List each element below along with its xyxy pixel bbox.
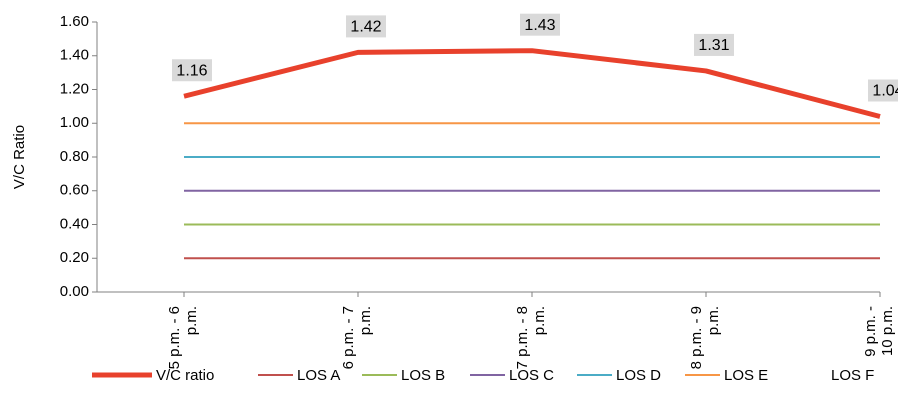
legend-label: LOS F <box>831 367 874 384</box>
y-tick-label: 1.60 <box>60 13 89 30</box>
x-tick-label-text: 6 p.m. - 7 p.m. <box>340 306 374 370</box>
legend-label: V/C ratio <box>156 367 214 384</box>
data-label: 1.43 <box>524 17 555 34</box>
x-tick-label: 7 p.m. - 8 p.m. <box>514 306 548 370</box>
y-tick-label: 1.20 <box>60 80 89 97</box>
legend-label: LOS A <box>297 367 340 384</box>
y-tick-label: 0.20 <box>60 249 89 266</box>
x-tick-label: 5 p.m. - 6 p.m. <box>166 306 200 370</box>
y-axis-label: V/C Ratio <box>11 125 28 189</box>
legend-label: LOS E <box>724 367 768 384</box>
data-label: 1.04 <box>872 83 898 100</box>
series-line <box>183 48 881 119</box>
legend-label: LOS C <box>509 367 554 384</box>
legend-label: LOS D <box>616 367 661 384</box>
y-tick-label: 1.00 <box>60 114 89 131</box>
data-label: 1.31 <box>698 37 729 54</box>
y-tick-label: 0.80 <box>60 148 89 165</box>
legend-label: LOS B <box>401 367 445 384</box>
data-label-box <box>172 59 212 82</box>
data-label-box <box>694 33 734 56</box>
x-tick-label: 9 p.m. - 10 p.m. <box>862 306 896 357</box>
data-label: 1.16 <box>176 62 207 79</box>
x-tick-label-text: 7 p.m. - 8 p.m. <box>514 306 548 370</box>
y-tick-label: 0.00 <box>60 283 89 300</box>
y-tick-label: 0.60 <box>60 182 89 199</box>
x-tick-label: 8 p.m. - 9 p.m. <box>688 306 722 370</box>
data-label-box <box>868 79 898 102</box>
x-tick-label-text: 9 p.m. - 10 p.m. <box>862 306 896 357</box>
y-tick-label: 1.40 <box>60 47 89 64</box>
x-tick-label-text: 8 p.m. - 9 p.m. <box>688 306 722 370</box>
data-label-box <box>520 13 560 36</box>
x-tick-label: 6 p.m. - 7 p.m. <box>340 306 374 370</box>
x-tick-label-text: 5 p.m. - 6 p.m. <box>166 306 200 370</box>
y-tick-label: 0.40 <box>60 215 89 232</box>
data-label-box <box>346 15 386 38</box>
data-label: 1.42 <box>350 19 381 36</box>
